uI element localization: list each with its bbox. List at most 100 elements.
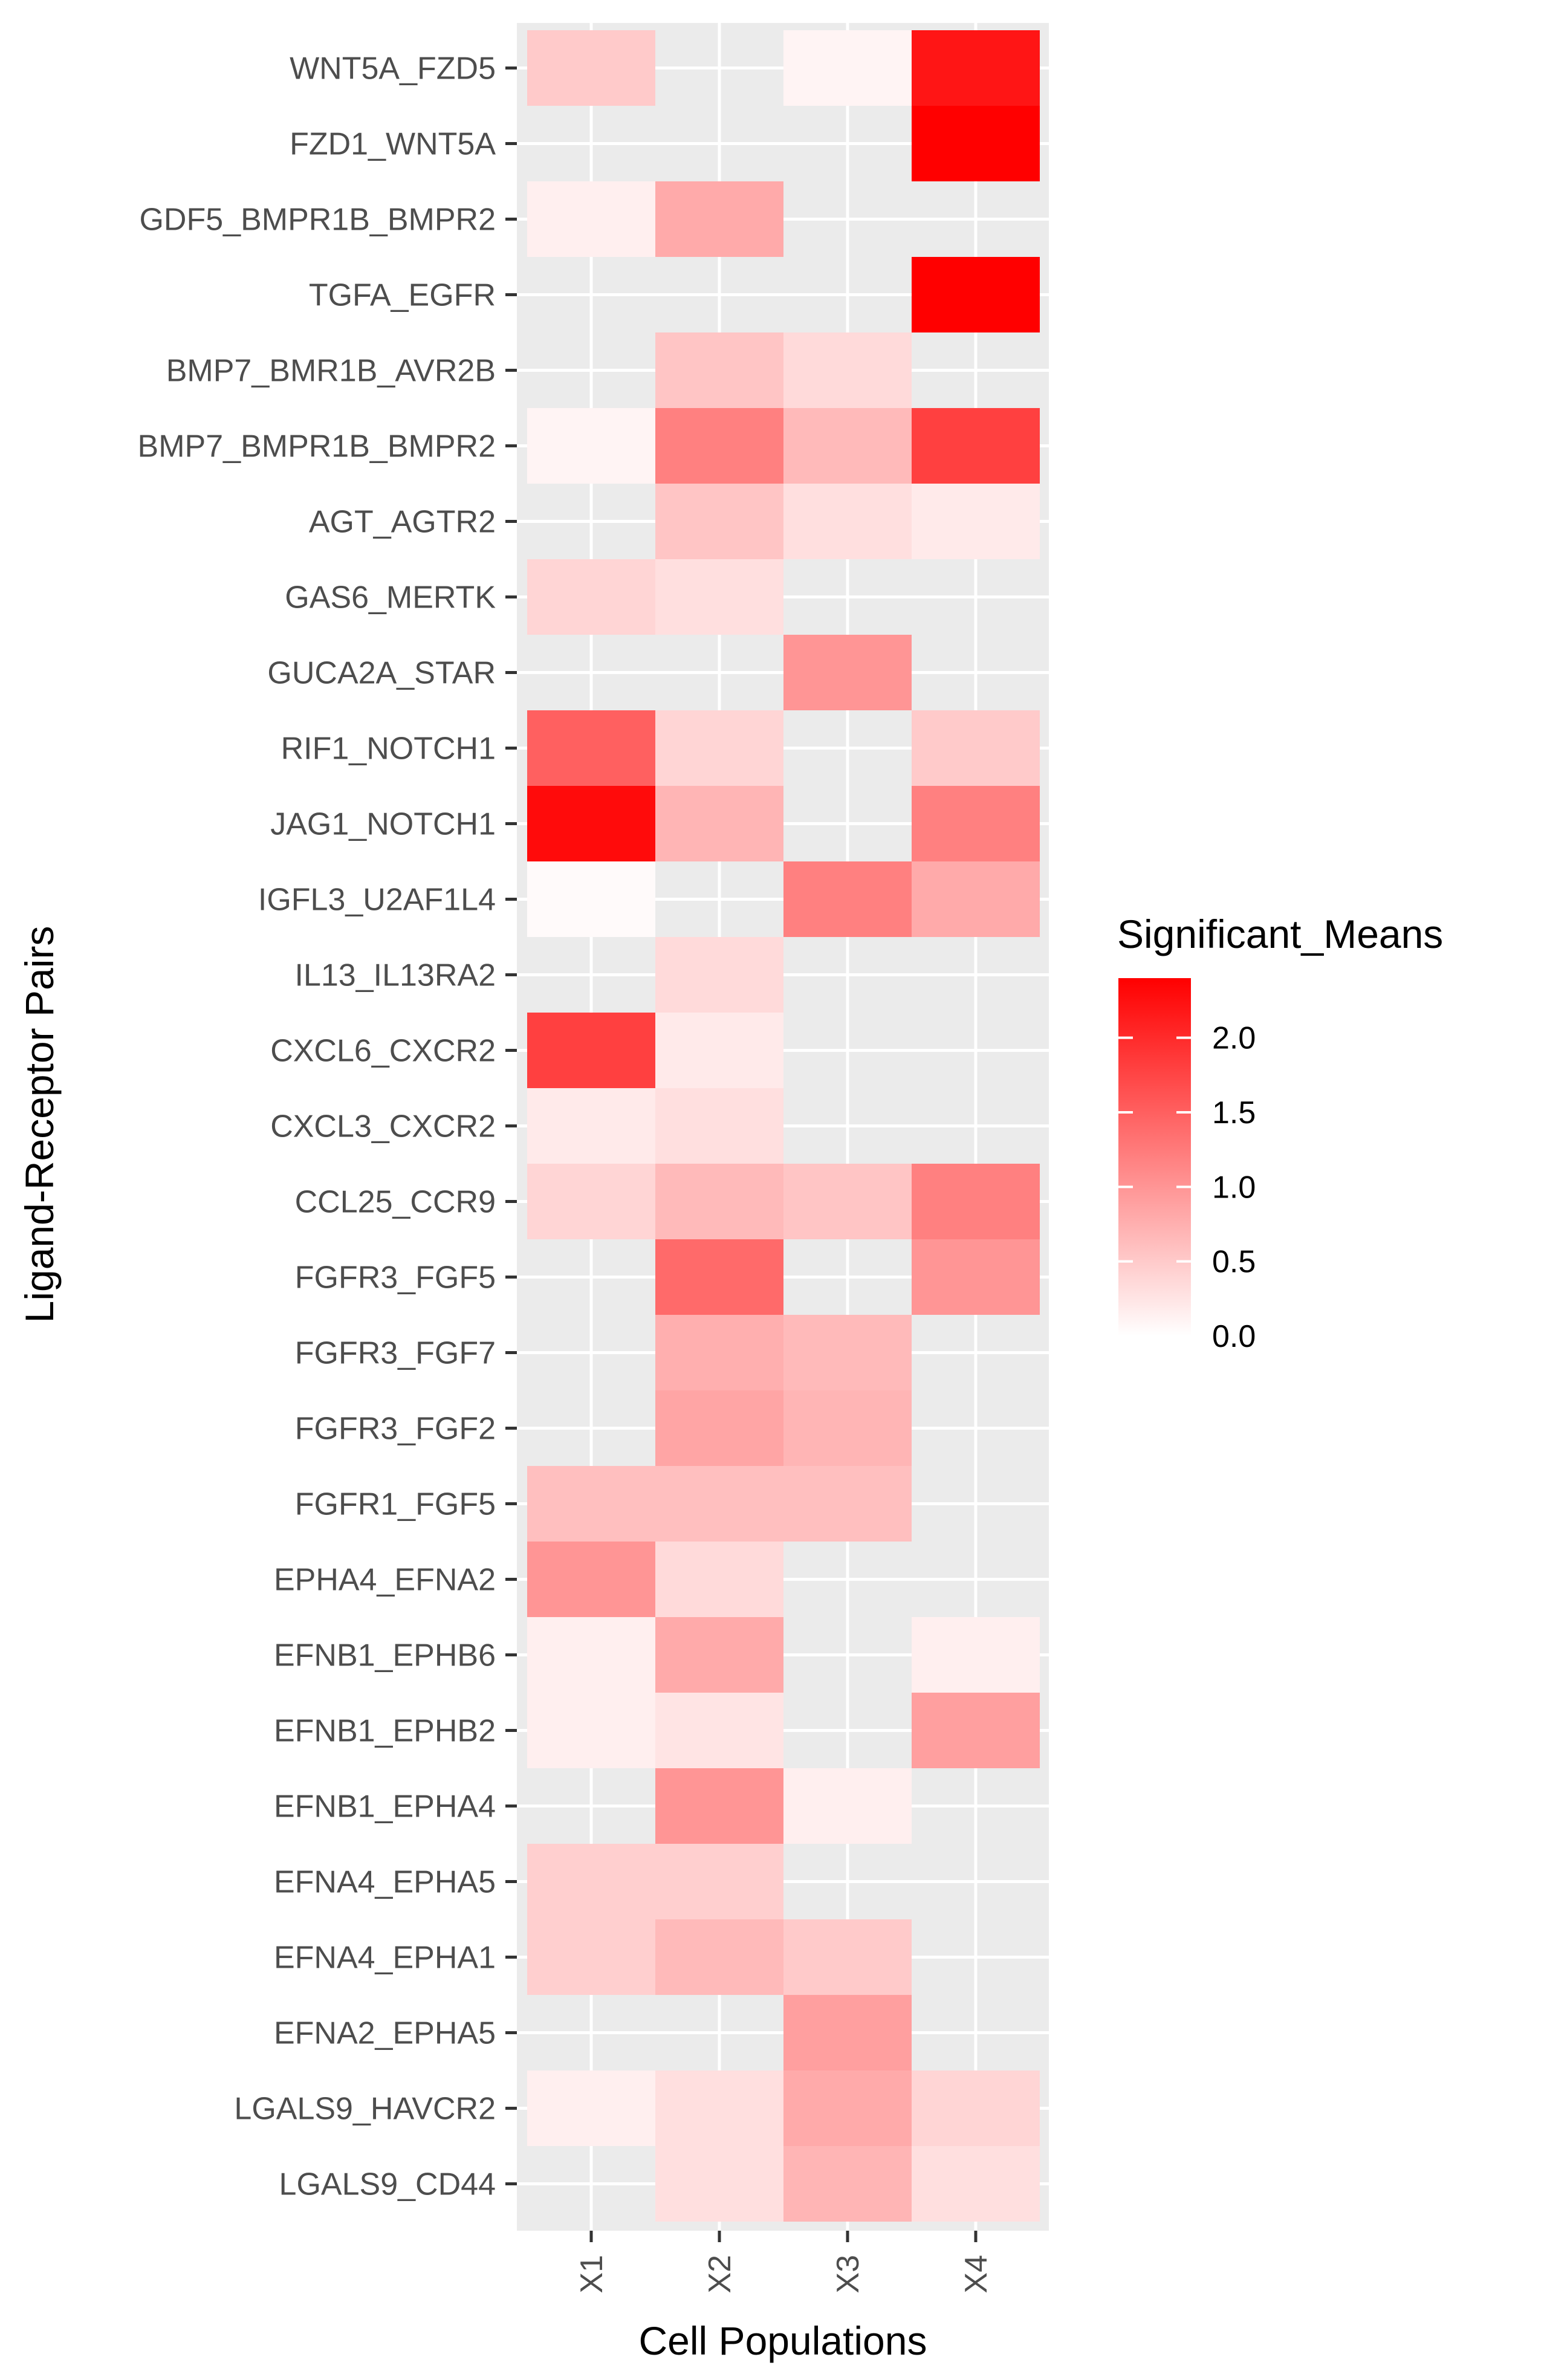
heatmap-cell [655, 1315, 783, 1390]
y-tick-labels: WNT5A_FZD5 FZD1_WNT5A GDF5_BMPR1B_BMPR2 TGF… [138, 51, 517, 2202]
heatmap-cell [655, 1768, 783, 1844]
heatmap-cell [783, 484, 912, 559]
legend-tick-label: 2.0 [1212, 1021, 1256, 1056]
heatmap-cell [527, 408, 655, 484]
heatmap-cell [912, 1617, 1040, 1693]
heatmap-cell [783, 1466, 912, 1542]
y-tick-label: IGFL3_U2AF1L4 [258, 883, 496, 918]
heatmap-cell [655, 1013, 783, 1088]
heatmap-cell [527, 786, 655, 861]
heatmap-cell [783, 861, 912, 937]
heatmap-cell [783, 2070, 912, 2146]
heatmap-cell [783, 30, 912, 106]
y-tick-label: FGFR1_FGF5 [295, 1487, 496, 1522]
y-tick-label: CCL25_CCR9 [295, 1185, 496, 1220]
y-tick-label: EPHA4_EFNA2 [274, 1563, 496, 1598]
heatmap-cell [655, 937, 783, 1013]
heatmap-cell [655, 1164, 783, 1239]
heatmap-cell [527, 1693, 655, 1768]
y-tick-label: AGT_AGTR2 [309, 505, 496, 540]
legend-tick-label: 0.0 [1212, 1319, 1256, 1354]
heatmap-cell [912, 2070, 1040, 2146]
heatmap-panel [517, 23, 1049, 2231]
y-tick-label: FZD1_WNT5A [290, 127, 496, 162]
y-tick-label: LGALS9_CD44 [279, 2167, 496, 2202]
heatmap-cell [527, 1617, 655, 1693]
heatmap-cell [912, 710, 1040, 786]
y-tick-label: BMP7_BMR1B_AVR2B [166, 354, 496, 389]
heatmap-cell [912, 1239, 1040, 1315]
heatmap-cell [655, 1844, 783, 1919]
legend-tick-label: 1.5 [1212, 1095, 1256, 1130]
legend-tick-label: 0.5 [1212, 1245, 1256, 1280]
heatmap-cell [912, 1693, 1040, 1768]
heatmap-cell [912, 257, 1040, 332]
heatmap-cell [655, 1542, 783, 1617]
x-axis-title: Cell Populations [639, 2318, 927, 2363]
y-tick-label: EFNA4_EPHA1 [274, 1941, 496, 1976]
legend-title: Significant_Means [1117, 912, 1443, 956]
heatmap-cell [783, 1995, 912, 2070]
heatmap-cell [783, 1315, 912, 1390]
y-tick-label: EFNB1_EPHB6 [274, 1638, 496, 1673]
heatmap-cell [655, 1919, 783, 1995]
heatmap-cell [527, 181, 655, 257]
heatmap-cell [912, 861, 1040, 937]
y-tick-label: LGALS9_HAVCR2 [234, 2092, 496, 2127]
heatmap-cell [912, 484, 1040, 559]
heatmap-cell [655, 408, 783, 484]
y-tick-label: EFNB1_EPHB2 [274, 1714, 496, 1749]
heatmap-cell [655, 1239, 783, 1315]
heatmap-cell [655, 2070, 783, 2146]
heatmap-cell [527, 30, 655, 106]
legend-colorbar [1118, 978, 1191, 1336]
y-tick-label: FGFR3_FGF5 [295, 1260, 496, 1295]
y-tick-label: EFNA4_EPHA5 [274, 1865, 496, 1900]
heatmap-cell [655, 1088, 783, 1164]
x-tick-label: X1 [574, 2255, 609, 2294]
heatmap-cell [527, 1466, 655, 1542]
heatmap-cell [655, 332, 783, 408]
y-tick-label: CXCL3_CXCR2 [270, 1109, 496, 1144]
x-tick-label: X4 [959, 2255, 994, 2294]
y-tick-label: FGFR3_FGF7 [295, 1336, 496, 1371]
heatmap-cell [783, 332, 912, 408]
heatmap-cell [527, 1919, 655, 1995]
y-tick-label: TGFA_EGFR [309, 278, 496, 313]
heatmap-cell [912, 1164, 1040, 1239]
heatmap-cell [783, 1390, 912, 1466]
y-tick-label: JAG1_NOTCH1 [270, 807, 496, 842]
x-tick-labels: X1 X2 X3 X4 [574, 2231, 994, 2294]
y-tick-label: RIF1_NOTCH1 [281, 731, 496, 767]
heatmap-cell [527, 559, 655, 635]
heatmap-cell [783, 1919, 912, 1995]
heatmap-cell [527, 2070, 655, 2146]
heatmap-cell [527, 861, 655, 937]
heatmap-cell [655, 1466, 783, 1542]
y-tick-label: WNT5A_FZD5 [290, 51, 496, 86]
heatmap-cell [912, 106, 1040, 181]
legend-tick-label: 1.0 [1212, 1170, 1256, 1205]
heatmap-cell [655, 1617, 783, 1693]
heatmap-cell [527, 1088, 655, 1164]
heatmap-cell [912, 30, 1040, 106]
heatmap-cell [527, 1164, 655, 1239]
y-tick-label: GUCA2A_STAR [267, 656, 496, 691]
y-tick-label: EFNA2_EPHA5 [274, 2016, 496, 2051]
heatmap-cell [783, 1164, 912, 1239]
heatmap-cell [655, 484, 783, 559]
y-tick-label: EFNB1_EPHA4 [274, 1789, 496, 1824]
heatmap-cell [527, 710, 655, 786]
y-tick-label: IL13_IL13RA2 [295, 958, 496, 993]
color-legend: Significant_Means 0.0 0.5 1.0 1.5 2.0 [1117, 912, 1443, 1354]
heatmap-cell [527, 1013, 655, 1088]
heatmap-cell [783, 2146, 912, 2222]
heatmap-cell [655, 786, 783, 861]
x-tick-label: X3 [831, 2255, 866, 2294]
heatmap-cell [655, 181, 783, 257]
heatmap-cell [655, 1390, 783, 1466]
y-axis-title: Ligand-Receptor Pairs [17, 926, 62, 1323]
heatmap-cell [655, 2146, 783, 2222]
y-tick-label: BMP7_BMPR1B_BMPR2 [138, 429, 496, 464]
